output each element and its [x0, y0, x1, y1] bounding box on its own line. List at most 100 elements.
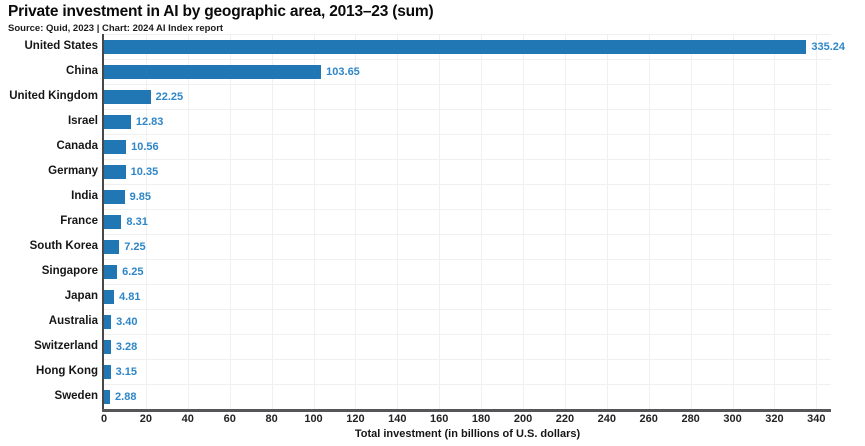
x-tick-label: 160 [430, 413, 449, 425]
category-label: Israel [67, 115, 98, 127]
category-label: United Kingdom [9, 90, 98, 102]
x-axis-title: Total investment (in billions of U.S. do… [354, 428, 581, 440]
bar-value-label: 8.31 [126, 215, 148, 228]
category-label: Hong Kong [36, 365, 98, 377]
gridline-horizontal [104, 309, 831, 310]
category-label: South Korea [29, 240, 98, 252]
x-tick-label: 140 [388, 413, 407, 425]
x-tick-label: 20 [139, 413, 153, 425]
bar-value-label: 7.25 [124, 240, 146, 253]
x-tick-label: 240 [597, 413, 616, 425]
bar-value-label: 3.28 [115, 340, 138, 353]
bar-value-label: 3.15 [115, 365, 138, 378]
gridline-horizontal [104, 359, 831, 360]
gridline-vertical [564, 34, 566, 409]
gridline-vertical [606, 34, 608, 409]
bar-canada [104, 139, 127, 154]
x-tick-label: 80 [265, 413, 278, 425]
bar-value-label: 10.56 [131, 140, 159, 153]
bar-value-label: 9.85 [129, 190, 152, 203]
gridline-horizontal [104, 234, 831, 235]
category-label: Canada [56, 140, 98, 152]
gridline-vertical [439, 34, 441, 409]
bar-value-label: 4.81 [119, 290, 141, 303]
gridline-vertical [774, 34, 776, 409]
gridline-horizontal [104, 184, 831, 185]
bar-value-label: 335.24 [811, 40, 846, 53]
x-tick-label: 260 [639, 413, 658, 425]
bar-israel [104, 114, 131, 129]
bar-japan [104, 289, 115, 304]
category-label: Singapore [41, 265, 98, 277]
x-tick-label: 280 [681, 413, 700, 425]
x-tick-label: 0 [100, 413, 108, 425]
gridline-vertical [229, 34, 231, 409]
gridline-horizontal [104, 209, 831, 210]
category-label: Japan [64, 290, 98, 302]
bar-australia [104, 314, 112, 329]
bar-united-kingdom [104, 89, 151, 104]
x-tick-label: 300 [723, 413, 742, 425]
x-tick-label: 320 [765, 413, 784, 425]
gridline-horizontal [104, 134, 831, 135]
x-axis-spine [101, 409, 831, 412]
bar-sweden [104, 389, 111, 404]
x-axis-ticks: 0 20 40 60 80 100 120 140 160 180 200 220 240 260 280 3… [100, 413, 831, 426]
gridline-horizontal [104, 59, 831, 60]
gridline-vertical [732, 34, 734, 409]
bar-value-label: 12.83 [135, 115, 164, 128]
bar-value-label: 6.25 [122, 265, 144, 278]
gridline-vertical [816, 34, 818, 409]
bar-value-label: 3.40 [116, 315, 138, 328]
gridline-horizontal [104, 334, 831, 335]
x-tick-label: 40 [181, 413, 194, 425]
x-tick-label: 200 [513, 413, 533, 425]
gridline-vertical [145, 34, 147, 409]
bar-china [104, 64, 322, 79]
gridline-vertical [355, 34, 357, 409]
bar-united-states [104, 39, 807, 54]
bar-hong-kong [104, 364, 111, 379]
x-tick-label: 60 [223, 413, 236, 425]
gridline-vertical [271, 34, 273, 409]
x-tick-label: 120 [346, 413, 365, 425]
y-axis-labels: United States China United Kingdom Israel Ca… [0, 34, 98, 409]
category-label: India [71, 190, 98, 202]
gridline-horizontal [104, 259, 831, 260]
category-label: Australia [48, 315, 98, 327]
bar-switzerland [104, 339, 111, 354]
gridline-horizontal [104, 384, 831, 385]
gridline-horizontal [104, 284, 831, 285]
y-axis-spine [101, 34, 104, 412]
bar-india [104, 189, 125, 204]
category-label: France [60, 215, 98, 227]
bar-germany [104, 164, 126, 179]
category-label: Switzerland [34, 340, 98, 352]
x-tick-label: 180 [471, 413, 491, 425]
x-tick-label: 100 [304, 413, 323, 425]
gridline-vertical [481, 34, 483, 409]
bar-value-label: 10.35 [130, 165, 159, 178]
bar-value-label: 22.25 [155, 90, 184, 103]
category-label: Sweden [54, 390, 98, 402]
gridline-vertical [690, 34, 692, 409]
gridline-horizontal [104, 109, 831, 110]
gridline-vertical [313, 34, 315, 409]
gridline-horizontal [104, 159, 831, 160]
chart-title: Private investment in AI by geographic a… [8, 3, 434, 20]
x-tick-label: 220 [555, 413, 575, 425]
category-label: Germany [48, 165, 98, 177]
x-tick-label: 340 [807, 413, 826, 425]
gridline-vertical [523, 34, 525, 409]
bar-value-label: 2.88 [115, 390, 137, 403]
gridline-vertical [187, 34, 189, 409]
gridline-vertical [397, 34, 399, 409]
bar-south-korea [104, 239, 120, 254]
chart-source: Source: Quid, 2023 | Chart: 2024 AI Inde… [8, 22, 224, 34]
gridline-horizontal [104, 34, 831, 35]
gridline-horizontal [104, 84, 831, 85]
plot-area: 335.24 103.65 22.25 12.83 10.56 10.35 9.85 8.31… [101, 34, 845, 412]
category-label: United States [24, 40, 99, 52]
bar-france [104, 214, 122, 229]
